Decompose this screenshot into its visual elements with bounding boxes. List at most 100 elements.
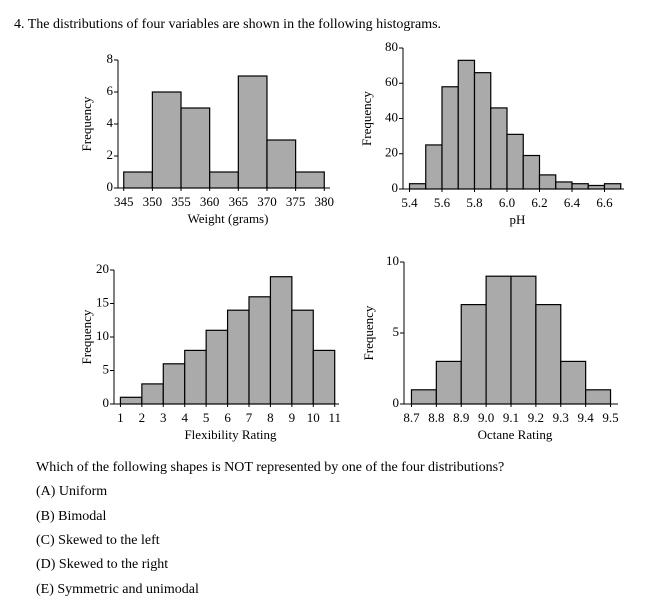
bar xyxy=(151,91,182,189)
x-tick-label: 6.2 xyxy=(531,195,547,210)
y-tick-label: 15 xyxy=(96,294,109,309)
bar xyxy=(585,389,612,405)
bar xyxy=(485,275,512,405)
question: Which of the following shapes is NOT rep… xyxy=(36,460,504,475)
x-tick-label: 370 xyxy=(257,194,277,209)
x-tick-label: 11 xyxy=(328,410,341,425)
y-tick-label: 40 xyxy=(385,109,398,124)
answer-choice: (A) Uniform xyxy=(36,484,107,499)
bar xyxy=(603,183,622,190)
x-tick-label: 6.0 xyxy=(499,195,515,210)
bar xyxy=(460,304,487,405)
x-tick-label: 8 xyxy=(267,410,274,425)
y-tick-label: 5 xyxy=(103,361,110,376)
y-tick-label: 60 xyxy=(385,74,398,89)
x-tick-label: 365 xyxy=(229,194,249,209)
bar xyxy=(269,276,293,405)
heading: 4. The distributions of four variables a… xyxy=(14,17,441,32)
bar xyxy=(141,383,164,405)
answer-choice: (C) Skewed to the left xyxy=(36,533,160,548)
x-tick-label: 1 xyxy=(117,410,124,425)
bar xyxy=(248,296,272,405)
x-tick-label: 9.5 xyxy=(602,410,618,425)
bar xyxy=(162,363,186,405)
bar xyxy=(538,174,557,190)
x-tick-label: 360 xyxy=(200,194,220,209)
bar xyxy=(237,75,268,189)
y-tick-label: 2 xyxy=(107,147,114,162)
bar xyxy=(410,389,437,405)
y-axis-label: Frequency xyxy=(79,96,94,151)
bar xyxy=(180,107,211,189)
x-tick-label: 8.9 xyxy=(453,410,469,425)
y-tick-label: 10 xyxy=(96,328,109,343)
bar xyxy=(506,133,524,190)
bar xyxy=(441,86,459,190)
x-axis-label: Flexibility Rating xyxy=(184,427,277,442)
x-tick-label: 5.4 xyxy=(401,195,418,210)
x-tick-label: 5 xyxy=(203,410,210,425)
x-tick-label: 6.4 xyxy=(564,195,581,210)
x-tick-label: 6 xyxy=(224,410,231,425)
answer-choice: (B) Bimodal xyxy=(36,509,106,524)
y-tick-label: 5 xyxy=(393,324,400,339)
bar xyxy=(560,360,587,405)
y-tick-label: 20 xyxy=(96,261,109,276)
bar xyxy=(184,349,207,405)
bar xyxy=(510,275,537,405)
y-axis-label: Frequency xyxy=(79,309,94,364)
bar xyxy=(490,107,508,190)
x-tick-label: 8.7 xyxy=(403,410,420,425)
x-axis-label: pH xyxy=(510,212,526,227)
answer-choice: (E) Symmetric and unimodal xyxy=(36,582,199,597)
x-tick-label: 380 xyxy=(315,194,335,209)
y-tick-label: 20 xyxy=(385,145,398,160)
bar xyxy=(209,171,239,189)
x-axis-label: Octane Rating xyxy=(478,427,553,442)
y-axis-label: Frequency xyxy=(359,91,374,146)
bar xyxy=(457,59,476,190)
bar xyxy=(266,139,297,189)
x-tick-label: 2 xyxy=(139,410,146,425)
x-tick-label: 9.1 xyxy=(503,410,519,425)
x-axis-label: Weight (grams) xyxy=(188,211,269,226)
y-tick-label: 0 xyxy=(103,395,110,410)
bar xyxy=(555,181,573,190)
bar xyxy=(435,360,462,405)
y-axis-label: Frequency xyxy=(361,305,376,360)
x-tick-label: 5.6 xyxy=(434,195,451,210)
x-tick-label: 375 xyxy=(286,194,306,209)
x-tick-label: 8.8 xyxy=(428,410,444,425)
x-tick-label: 355 xyxy=(171,194,191,209)
x-tick-label: 3 xyxy=(160,410,167,425)
x-tick-label: 350 xyxy=(143,194,163,209)
bar xyxy=(535,304,562,405)
y-tick-label: 8 xyxy=(107,51,114,66)
x-tick-label: 7 xyxy=(246,410,253,425)
bar xyxy=(119,396,143,405)
bar xyxy=(408,183,427,190)
x-tick-label: 9 xyxy=(289,410,296,425)
x-tick-label: 9.2 xyxy=(528,410,544,425)
bar xyxy=(425,144,443,190)
x-tick-label: 9.4 xyxy=(578,410,595,425)
x-tick-label: 4 xyxy=(181,410,188,425)
x-tick-label: 10 xyxy=(307,410,320,425)
bar xyxy=(205,329,229,405)
bar xyxy=(226,309,250,405)
answer-choice: (D) Skewed to the right xyxy=(36,557,168,572)
y-tick-label: 0 xyxy=(393,395,400,410)
y-tick-label: 4 xyxy=(107,115,114,130)
x-tick-label: 345 xyxy=(114,194,134,209)
bar xyxy=(571,183,589,190)
x-tick-label: 9.0 xyxy=(478,410,494,425)
x-tick-label: 9.3 xyxy=(553,410,569,425)
y-tick-label: 80 xyxy=(385,39,398,54)
bar xyxy=(522,154,541,190)
bar xyxy=(295,171,325,189)
y-tick-label: 10 xyxy=(386,253,399,268)
bar xyxy=(312,349,336,405)
y-tick-label: 6 xyxy=(107,83,114,98)
